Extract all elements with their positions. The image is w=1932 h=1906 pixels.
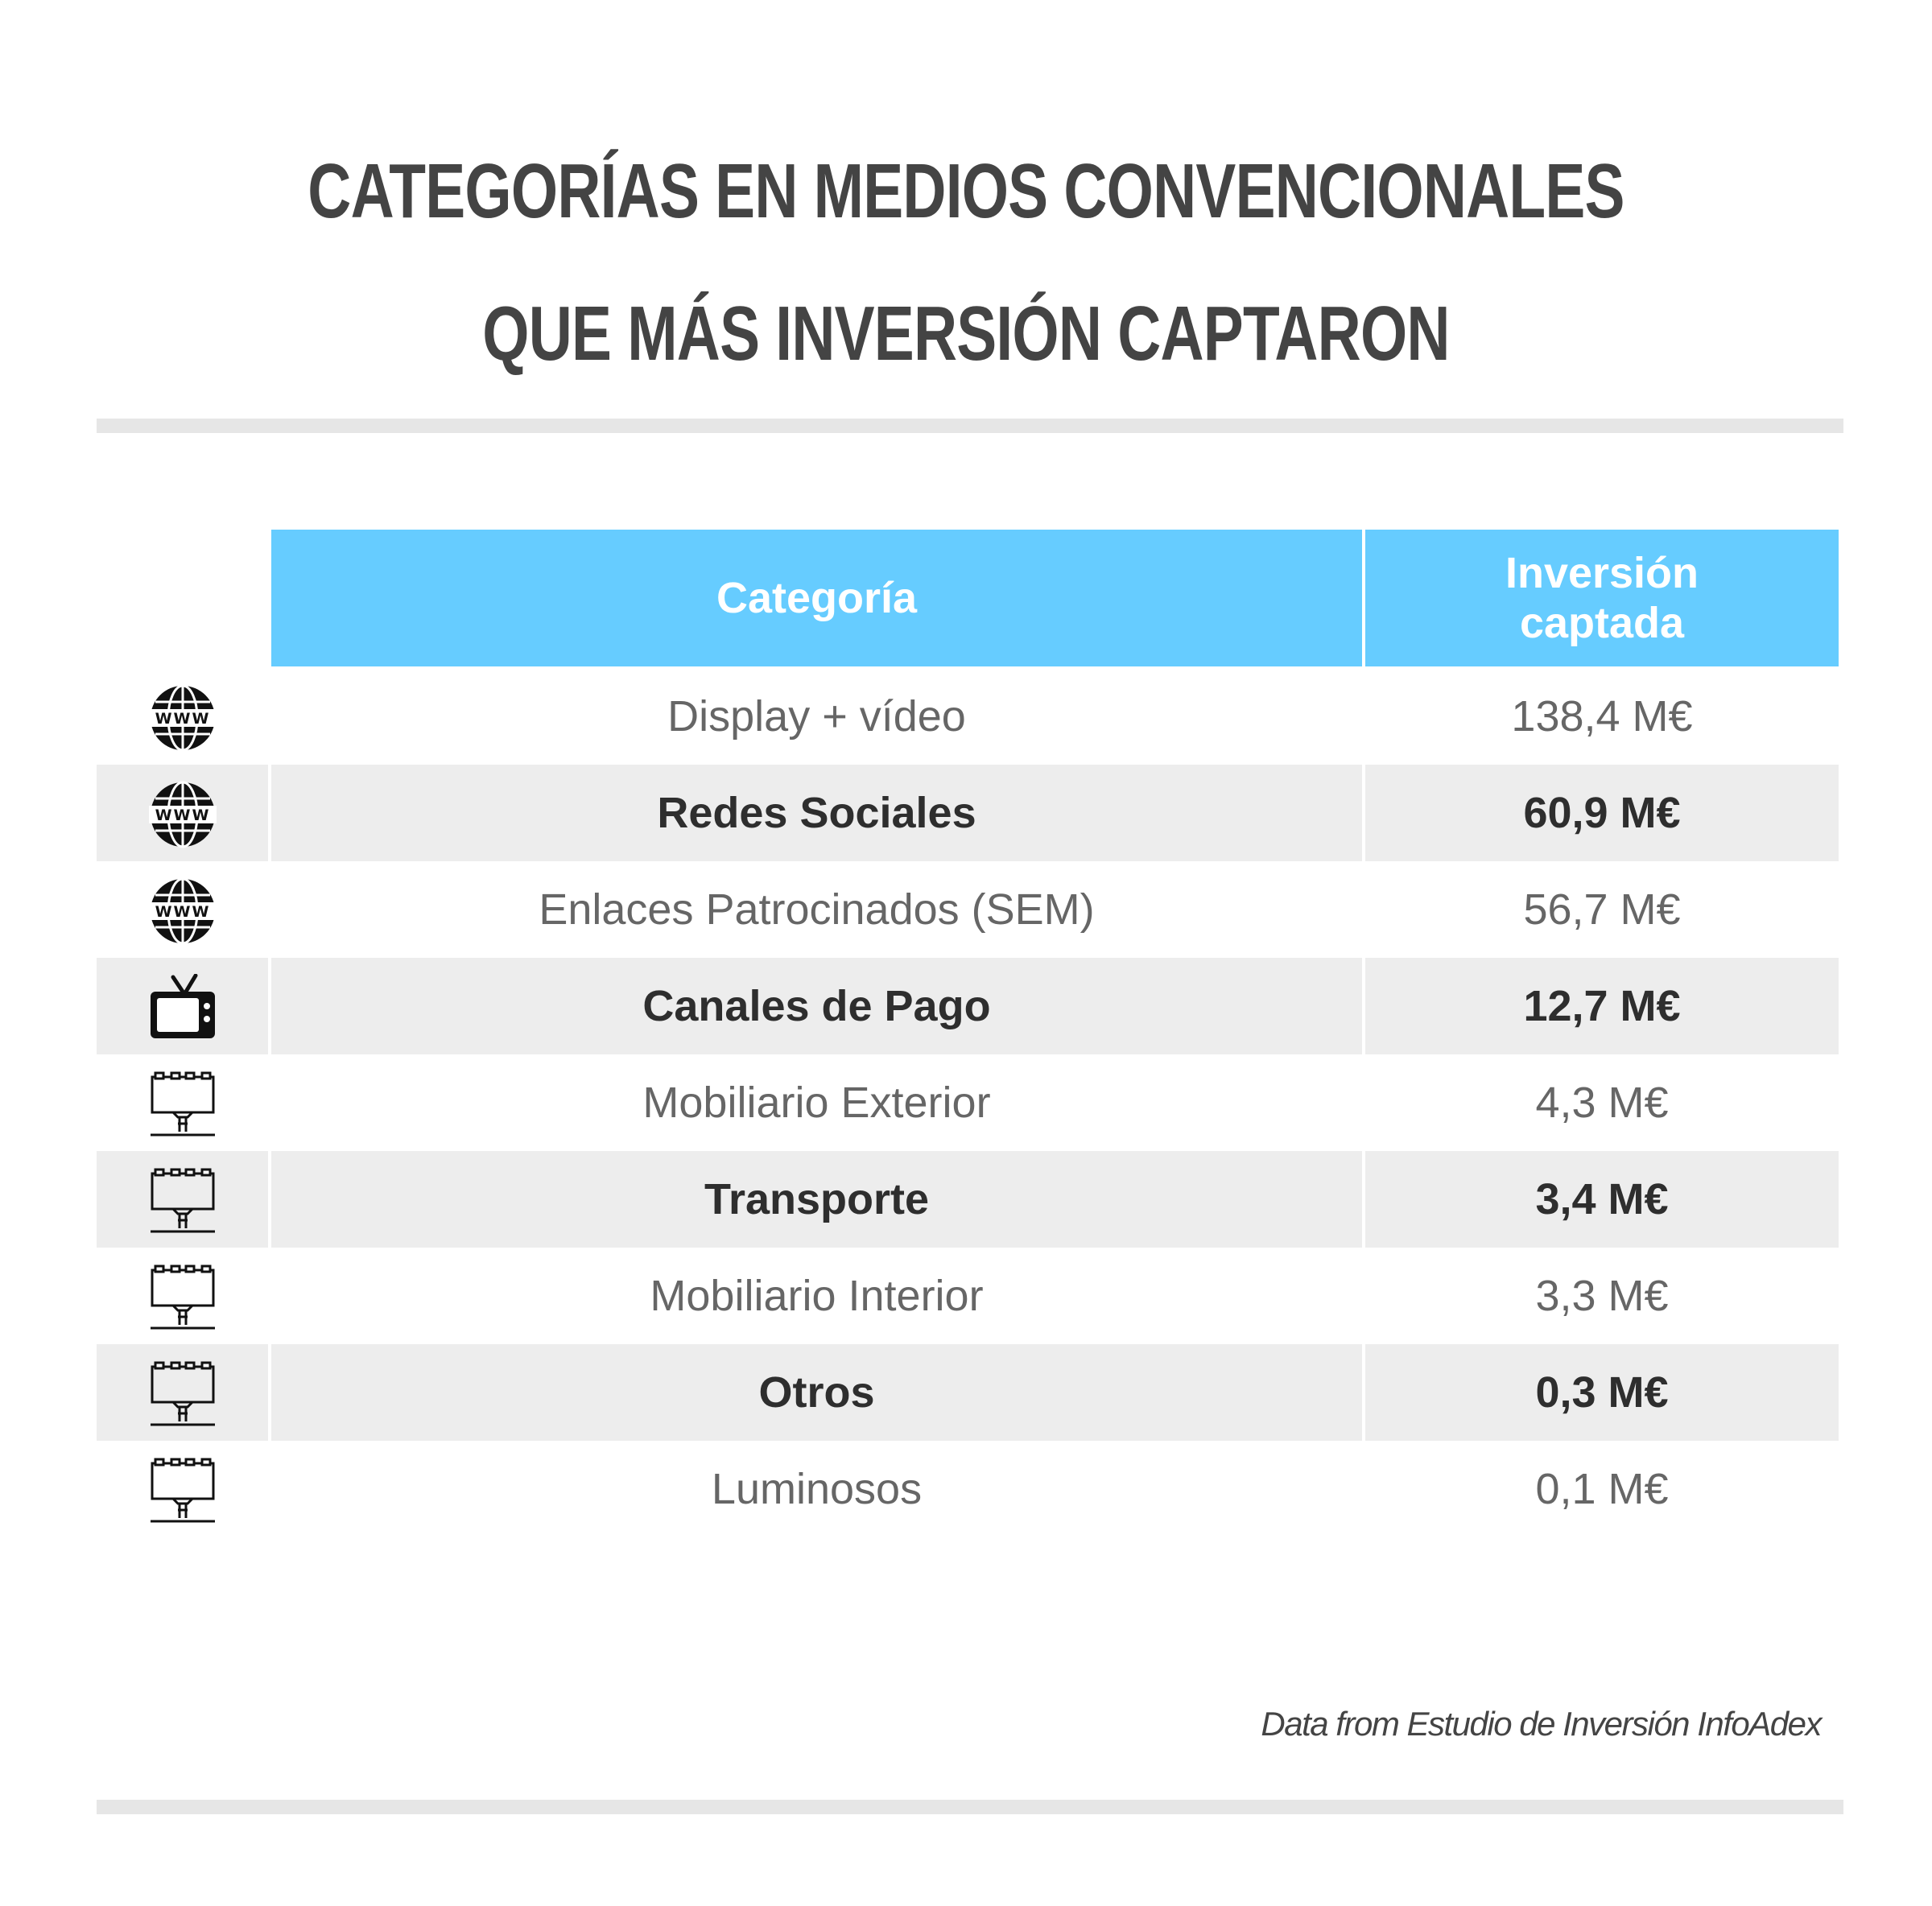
category-label: Redes Sociales (657, 789, 976, 837)
chart-title-line-1: CATEGORÍAS EN MEDIOS CONVENCIONALES (308, 148, 1624, 234)
television-icon (149, 973, 217, 1042)
billboard-icon (149, 1167, 217, 1235)
category-label: Otros (758, 1368, 875, 1417)
globe-www-icon: WWW (149, 684, 217, 752)
table-row: Transporte 3,4 M€ (0, 1151, 1932, 1248)
table-row: Luminosos 0,1 M€ (0, 1441, 1932, 1537)
investment-value: 0,3 M€ (1535, 1368, 1669, 1417)
billboard-icon (149, 1360, 217, 1428)
table-row: WWW Enlaces Patrocinados (SEM) 56,7 M€ (0, 861, 1932, 958)
globe-www-icon: WWW (149, 781, 217, 848)
header-investment-label: Inversión captada (1505, 549, 1699, 647)
header-category-label: Categoría (716, 574, 918, 622)
category-label: Luminosos (711, 1465, 923, 1513)
investment-value: 12,7 M€ (1523, 982, 1681, 1030)
header-category: Categoría (271, 530, 1362, 666)
table-row: WWW Display + vídeo 138,4 M€ (0, 668, 1932, 765)
svg-text:WWW: WWW (155, 807, 211, 824)
row-background (1365, 958, 1839, 1054)
investment-value: 3,3 M€ (1535, 1272, 1669, 1320)
globe-www-icon: WWW (149, 877, 217, 945)
category-label: Canales de Pago (642, 982, 991, 1030)
investment-value: 138,4 M€ (1511, 692, 1693, 741)
billboard-icon (149, 1264, 217, 1331)
category-label: Enlaces Patrocinados (SEM) (539, 885, 1095, 934)
chart-title-line-2: QUE MÁS INVERSIÓN CAPTARON (482, 291, 1450, 377)
bottom-divider (97, 1800, 1843, 1814)
row-background (271, 1151, 1362, 1248)
billboard-icon (149, 1457, 217, 1524)
row-background (1365, 1151, 1839, 1248)
table-row: WWW Redes Sociales 60,9 M€ (0, 765, 1932, 861)
investment-value: 0,1 M€ (1535, 1465, 1669, 1513)
header-investment: Inversión captada (1365, 530, 1839, 666)
category-label: Mobiliario Interior (650, 1272, 984, 1320)
row-background (1365, 765, 1839, 861)
table-row: Otros 0,3 M€ (0, 1344, 1932, 1441)
table-row: Mobiliario Interior 3,3 M€ (0, 1248, 1932, 1344)
source-note: Data from Estudio de Inversión InfoAdex (1261, 1705, 1822, 1743)
row-background (271, 958, 1362, 1054)
investment-value: 56,7 M€ (1523, 885, 1681, 934)
investment-value: 3,4 M€ (1535, 1175, 1669, 1223)
category-label: Transporte (704, 1175, 930, 1223)
row-background (271, 765, 1362, 861)
svg-text:WWW: WWW (155, 903, 211, 921)
row-background (1365, 1344, 1839, 1441)
table-row: Canales de Pago 12,7 M€ (0, 958, 1932, 1054)
category-label: Mobiliario Exterior (642, 1079, 991, 1127)
category-label: Display + vídeo (667, 692, 966, 741)
billboard-icon (149, 1071, 217, 1138)
investment-value: 4,3 M€ (1535, 1079, 1669, 1127)
investment-value: 60,9 M€ (1523, 789, 1681, 837)
table-row: Mobiliario Exterior 4,3 M€ (0, 1054, 1932, 1151)
row-background (271, 1344, 1362, 1441)
top-divider (97, 419, 1843, 433)
svg-text:WWW: WWW (155, 710, 211, 728)
